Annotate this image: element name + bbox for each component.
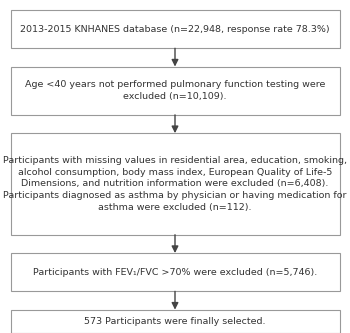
FancyBboxPatch shape — [10, 310, 340, 333]
FancyBboxPatch shape — [10, 133, 340, 235]
FancyBboxPatch shape — [10, 67, 340, 115]
Text: 2013-2015 KNHANES database (n=22,948, response rate 78.3%): 2013-2015 KNHANES database (n=22,948, re… — [20, 25, 330, 34]
Text: Participants with FEV₁/FVC >70% were excluded (n=5,746).: Participants with FEV₁/FVC >70% were exc… — [33, 268, 317, 277]
FancyBboxPatch shape — [10, 253, 340, 291]
FancyBboxPatch shape — [10, 10, 340, 48]
Text: Participants with missing values in residential area, education, smoking,
alcoho: Participants with missing values in resi… — [3, 156, 347, 212]
Text: Age <40 years not performed pulmonary function testing were
excluded (n=10,109).: Age <40 years not performed pulmonary fu… — [25, 80, 325, 101]
Text: 573 Participants were finally selected.: 573 Participants were finally selected. — [84, 317, 266, 326]
